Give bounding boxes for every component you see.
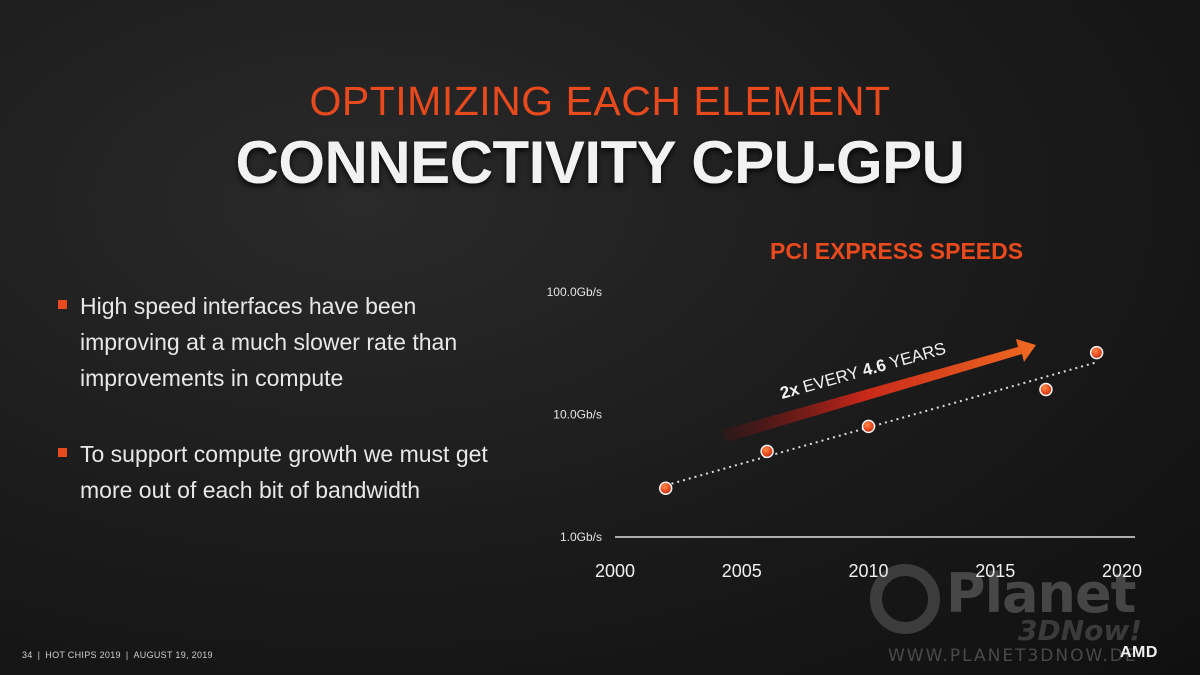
data-point — [760, 444, 774, 459]
slide-supertitle: OPTIMIZING EACH ELEMENT — [309, 78, 891, 124]
annotation-suffix: YEARS — [883, 339, 948, 374]
watermark-name: Planet — [946, 562, 1136, 625]
bullet-text: High speed interfaces have been improvin… — [80, 293, 458, 391]
watermark: Planet 3DNow! WWW.PLANET3DNOW.DE — [868, 560, 1198, 670]
x-tick-label: 2000 — [595, 561, 635, 581]
planet-logo-icon — [870, 564, 940, 634]
annotation-prefix: 2x — [778, 379, 802, 403]
watermark-url: WWW.PLANET3DNOW.DE — [888, 646, 1138, 666]
page-number: 34 — [22, 650, 33, 660]
trend-line — [665, 361, 1097, 487]
bullet-item: To support compute growth we must get mo… — [58, 436, 498, 508]
bullet-square-icon — [58, 448, 67, 457]
data-point — [658, 481, 673, 496]
data-point — [1039, 382, 1053, 397]
annotation-middle: EVERY — [796, 362, 865, 398]
x-tick-label: 2005 — [722, 561, 762, 581]
y-tick-label: 10.0Gb/s — [553, 408, 602, 422]
amd-logo: AMD — [1120, 644, 1158, 661]
chart-title: PCI EXPRESS SPEEDS — [770, 238, 1024, 264]
x-tick-label: 2020 — [1102, 561, 1142, 581]
data-point — [861, 419, 876, 434]
data-point — [1089, 345, 1104, 360]
bullet-text: To support compute growth we must get mo… — [80, 441, 488, 503]
y-tick-label: 100.0Gb/s — [547, 285, 602, 299]
growth-arrow-icon — [722, 339, 1036, 442]
watermark-sub: 3DNow! — [1018, 614, 1143, 647]
bullet-square-icon — [58, 300, 67, 309]
bullet-list: High speed interfaces have been improvin… — [58, 288, 498, 508]
x-tick-label: 2015 — [975, 561, 1015, 581]
slide-footer: 34 | HOT CHIPS 2019 | AUGUST 19, 2019 — [22, 650, 213, 660]
footer-event: HOT CHIPS 2019 — [45, 650, 121, 660]
footer-date: AUGUST 19, 2019 — [133, 650, 213, 660]
bullet-item: High speed interfaces have been improvin… — [58, 288, 498, 396]
slide-title: CONNECTIVITY CPU-GPU — [235, 129, 965, 196]
y-tick-label: 1.0Gb/s — [560, 530, 602, 544]
